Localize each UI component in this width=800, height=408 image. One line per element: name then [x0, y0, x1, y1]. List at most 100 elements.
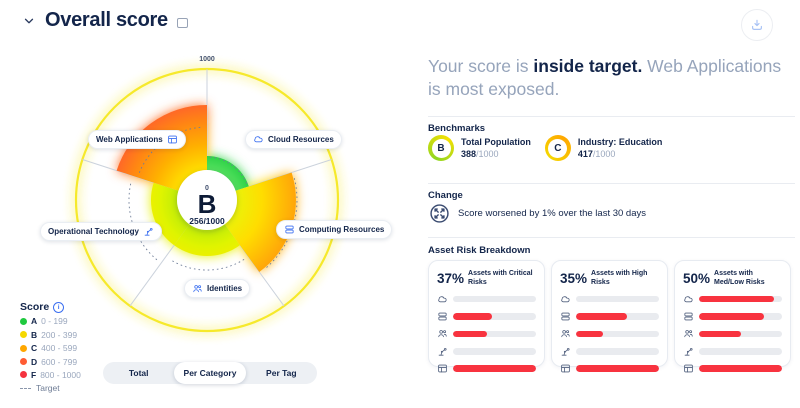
change-text: Score worsened by 1% over the last 30 da…: [458, 208, 646, 219]
risk-label: Assets with Med/Low Risks: [714, 270, 765, 287]
risk-bar-track: [699, 365, 782, 372]
legend-grade: F: [31, 369, 37, 380]
tab-per-category[interactable]: Per Category: [174, 362, 246, 384]
risk-bar-track: [699, 295, 782, 303]
legend-item-b: B 200 - 399: [20, 330, 81, 340]
pill-label: Computing Resources: [299, 225, 385, 234]
risk-bar-fill: [699, 313, 764, 320]
risk-bar-track: [576, 365, 659, 372]
grade-ring-b: B: [428, 135, 454, 161]
gauge-sector-cloud-resources[interactable]: [207, 156, 249, 191]
risk-bar-track: [453, 313, 536, 320]
score-headline: Your score is inside target. Web Applica…: [428, 56, 782, 100]
risk-row: [560, 311, 659, 322]
legend-item-f: F 800 - 1000: [20, 370, 81, 380]
gauge-sector-computing-resources[interactable]: [224, 172, 296, 273]
view-tabs: Total Per Category Per Tag: [103, 362, 317, 384]
people-icon: [560, 328, 571, 339]
axis-min-label: 0: [205, 185, 209, 192]
download-button[interactable]: [741, 9, 773, 41]
risk-bar-track: [576, 313, 659, 320]
legend-dot: [20, 331, 27, 339]
grade-ring-c: C: [544, 135, 571, 161]
risk-percent: 50%: [683, 270, 711, 286]
window-icon: [683, 363, 694, 374]
server-icon: [437, 311, 448, 322]
risk-breakdown-title: Asset Risk Breakdown: [428, 245, 531, 256]
axis-max-label: 1000: [199, 56, 215, 63]
legend-item-d: D 600 - 799: [20, 357, 81, 367]
server-icon: [284, 224, 295, 235]
people-icon: [683, 328, 694, 339]
category-pill-operational-technology[interactable]: Operational Technology: [40, 222, 162, 241]
category-pill-identities[interactable]: Identities: [184, 279, 251, 298]
server-icon: [560, 311, 571, 322]
legend-range: 800 - 1000: [40, 369, 81, 380]
benchmark-industry-education: C Industry: Education 417/1000: [544, 135, 663, 161]
download-icon: [750, 18, 764, 32]
robot-icon: [143, 226, 154, 237]
tab-total[interactable]: Total: [128, 368, 149, 378]
legend-item-c: C 400 - 599: [20, 343, 81, 353]
risk-row: [560, 294, 659, 305]
expand-icon[interactable]: [176, 17, 188, 28]
legend-range: 0 - 199: [41, 316, 68, 327]
benchmarks-row: B Total Population 388/1000 C Industry: …: [428, 135, 662, 161]
robot-icon: [560, 346, 571, 357]
risk-card-medlow: 50% Assets with Med/Low Risks: [674, 260, 791, 367]
page-title: Overall score: [45, 9, 168, 31]
risk-percent: 35%: [560, 270, 588, 286]
risk-bar-track: [699, 348, 782, 355]
pill-label: Web Applications: [96, 135, 163, 144]
center-score: 256/1000: [189, 216, 225, 226]
robot-icon: [437, 346, 448, 357]
target-arc-cloud-resources: [209, 156, 248, 185]
legend-range: 400 - 599: [41, 343, 78, 354]
risk-bar-fill: [453, 365, 536, 372]
change-row: Score worsened by 1% over the last 30 da…: [428, 202, 646, 225]
legend-grade: B: [31, 329, 38, 340]
tab-per-tag[interactable]: Per Tag: [266, 368, 297, 378]
target-arc-identities: [169, 259, 245, 271]
legend-dot: [20, 358, 27, 366]
change-icon: [428, 202, 451, 225]
risk-card-high: 35% Assets with High Risks: [551, 260, 668, 367]
benchmark-label: Industry: Education: [577, 137, 663, 147]
risk-bar-fill: [576, 330, 604, 338]
risk-row: [560, 328, 659, 339]
risk-bar-track: [699, 313, 782, 320]
risk-bar-fill: [699, 330, 741, 338]
risk-row: [560, 363, 659, 374]
benchmarks-title: Benchmarks: [428, 123, 486, 134]
target-dash: [20, 387, 31, 389]
category-pill-web-applications[interactable]: Web Applications: [88, 130, 186, 149]
risk-bar-fill: [453, 330, 488, 338]
risk-bar-fill: [576, 365, 659, 372]
cloud-icon: [437, 294, 448, 305]
overall-score-gauge: 0 B 256/1000 1000: [74, 56, 340, 333]
risk-bar-track: [453, 295, 536, 303]
legend-dot: [20, 344, 27, 352]
target-arc-operational-technology: [128, 180, 158, 261]
legend-item-target: Target: [20, 383, 81, 393]
benchmark-label: Total Population: [461, 137, 531, 147]
cloud-icon: [253, 134, 264, 145]
server-icon: [683, 311, 694, 322]
category-pill-computing-resources[interactable]: Computing Resources: [276, 220, 393, 239]
divider: [428, 116, 795, 117]
risk-bar-track: [576, 330, 659, 338]
center-grade: B: [198, 189, 217, 219]
category-pill-cloud-resources[interactable]: Cloud Resources: [245, 130, 342, 149]
gauge-sector-identities[interactable]: [174, 224, 240, 256]
risk-row: [683, 294, 782, 305]
page-header: Overall score: [22, 9, 188, 32]
chevron-down-icon[interactable]: [22, 14, 36, 28]
legend-target-label: Target: [36, 383, 60, 394]
risk-cards: 37% Assets with Critical Risks 35% Asset…: [428, 260, 791, 367]
cloud-icon: [560, 294, 571, 305]
benchmark-score: 417/1000: [577, 149, 616, 159]
info-icon[interactable]: i: [53, 301, 65, 313]
target-arc-computing-resources: [264, 178, 298, 270]
